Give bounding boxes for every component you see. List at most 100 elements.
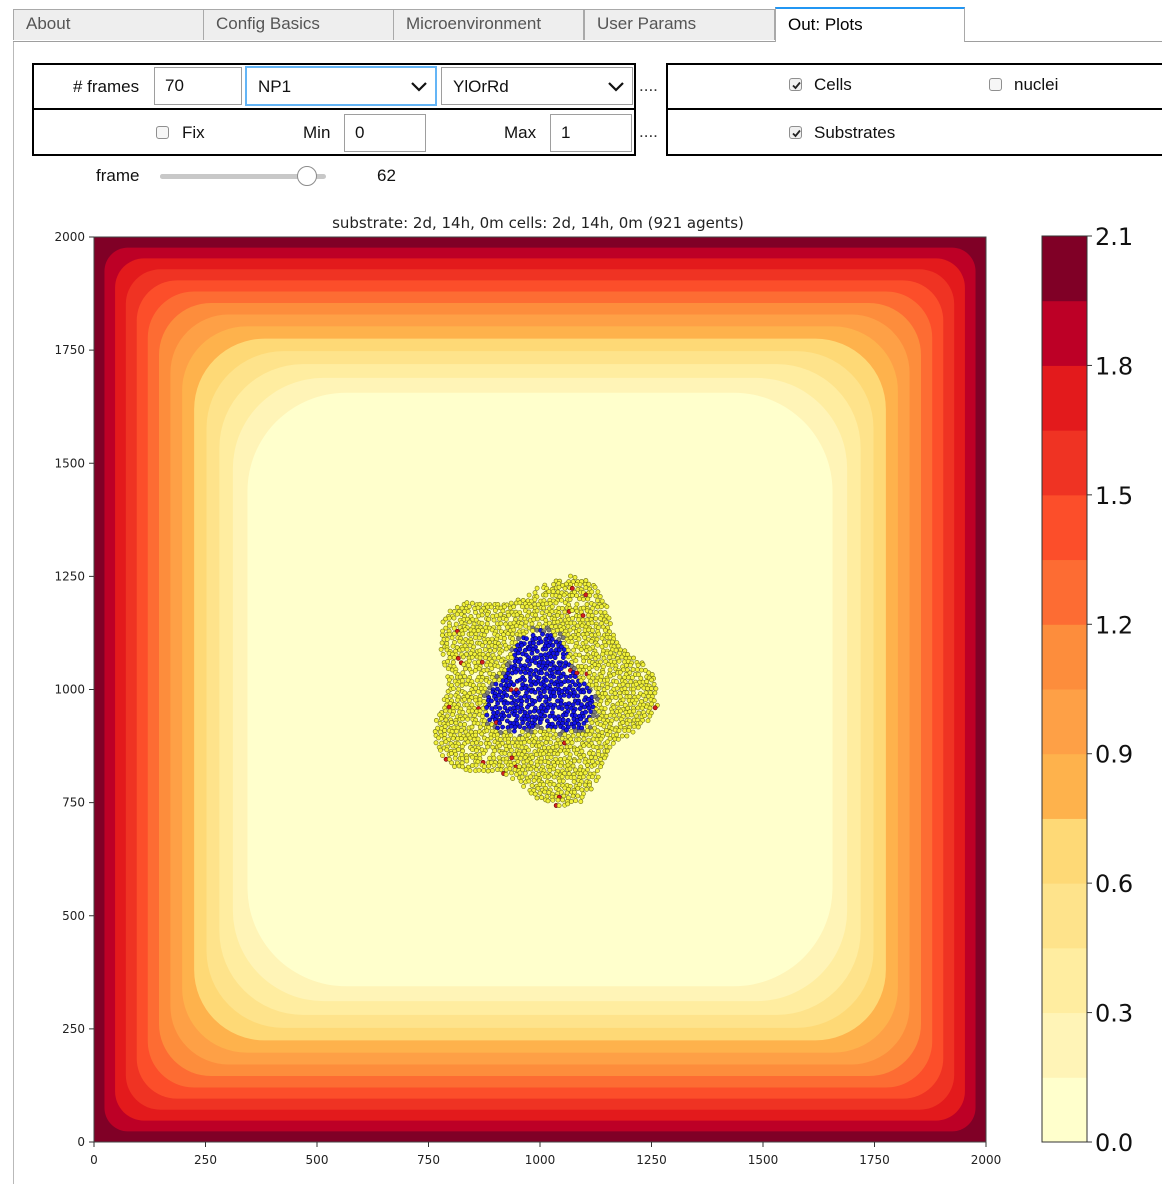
tab-config-basics[interactable]: Config Basics (203, 9, 394, 40)
cell-agent (642, 713, 648, 718)
cell-agent (489, 604, 494, 610)
cell-agent (447, 756, 452, 762)
cell-agent (469, 724, 475, 730)
cell-agent (611, 704, 617, 710)
cell-agent (443, 625, 449, 631)
y-axis: 0 250 500 750 1000 1250 1500 1750 2000 (54, 230, 94, 1149)
fix-label: Fix (182, 123, 205, 142)
cell-agent (477, 648, 483, 654)
cell-agent (463, 681, 469, 687)
substrate-select[interactable]: NP1 (246, 67, 436, 105)
cell-agent (635, 662, 641, 668)
cell-agent (561, 655, 566, 660)
cell-agent (534, 752, 539, 757)
fix-checkbox[interactable] (156, 126, 169, 139)
cell-agent (495, 663, 501, 669)
cell-agent (489, 666, 495, 671)
cell-agent (576, 736, 582, 742)
cell-agent (587, 646, 593, 652)
tab-out-plots[interactable]: Out: Plots (775, 7, 965, 42)
cell-agent (614, 679, 619, 685)
cell-agent (572, 682, 578, 688)
cell-agent (500, 724, 505, 730)
cell-agent (534, 608, 540, 614)
cell-agent (583, 732, 589, 738)
cell-agent (581, 774, 586, 780)
cell-agent (595, 768, 600, 774)
cell-agent (624, 721, 630, 726)
cell-agent (489, 636, 495, 642)
cell-agent (601, 723, 607, 729)
cell-agent (589, 632, 594, 638)
substrate-select-value: NP1 (258, 77, 292, 96)
cell-agent (486, 616, 492, 622)
cell-agent (607, 744, 613, 750)
cell-agent (498, 767, 504, 773)
cell-agent (620, 697, 626, 703)
cell-agent (491, 617, 497, 623)
cell-agent (568, 673, 573, 679)
cell-agent (552, 632, 558, 638)
cell-agent (510, 776, 516, 781)
cell-agent (522, 770, 528, 776)
cell-agent (512, 728, 517, 734)
cell-agent (539, 795, 544, 800)
min-input[interactable] (344, 114, 426, 152)
tab-microenvironment[interactable]: Microenvironment (393, 9, 584, 40)
cell-agent (563, 674, 569, 680)
cell-agent (446, 615, 452, 621)
cell-agent (583, 709, 588, 715)
colorbar-tick-label: 2.1 (1095, 223, 1133, 251)
colorbar-segment (1042, 430, 1087, 496)
cell-agent (605, 662, 611, 667)
cell-agent (605, 739, 610, 745)
cell-agent (518, 616, 524, 622)
cell-agent (577, 706, 583, 712)
cells-checkbox[interactable] (789, 78, 802, 91)
cell-agent (574, 593, 579, 598)
cell-agent (477, 655, 483, 661)
cell-agent (469, 669, 475, 675)
frames-input[interactable] (154, 67, 242, 105)
frame-slider[interactable] (160, 166, 326, 186)
frame-slider-thumb[interactable] (297, 166, 318, 186)
cell-agent (615, 643, 621, 649)
tab-user-params[interactable]: User Params (584, 9, 775, 40)
cell-agent (498, 621, 504, 626)
nuclei-checkbox[interactable] (989, 78, 1002, 91)
cell-agent (529, 621, 535, 627)
cell-agent (581, 681, 587, 687)
tab-about[interactable]: About (13, 9, 204, 40)
cell-agent (546, 727, 552, 733)
tab-bar-baseline (13, 41, 1162, 42)
cell-agent (618, 694, 623, 700)
cell-agent (503, 678, 509, 684)
cell-agent (605, 685, 610, 691)
cell-agent (648, 690, 653, 696)
substrates-checkbox[interactable] (789, 126, 802, 139)
cell-agent (463, 767, 469, 773)
cell-agent (536, 663, 542, 668)
cell-agent (506, 751, 512, 757)
cell-agent (546, 696, 552, 702)
cell-agent (504, 662, 510, 668)
cell-agent (562, 663, 568, 669)
colormap-select[interactable]: YlOrRd (441, 67, 633, 105)
max-input[interactable] (550, 114, 632, 152)
cell-agent (482, 693, 487, 698)
cell-agent (443, 708, 449, 714)
cell-agent (460, 764, 465, 770)
cell-agents (432, 573, 660, 808)
cell-agent (633, 681, 639, 687)
cell-agent (630, 667, 636, 672)
cell-agent (569, 740, 575, 746)
cell-agent (571, 625, 576, 631)
cell-agent (608, 650, 614, 656)
cell-agent (579, 670, 585, 676)
cell-agent (469, 747, 475, 752)
cell-agent (519, 744, 525, 750)
cell-agent (445, 666, 451, 672)
cell-agent (639, 705, 645, 711)
cell-agent (532, 717, 538, 723)
cell-agent (622, 702, 628, 708)
